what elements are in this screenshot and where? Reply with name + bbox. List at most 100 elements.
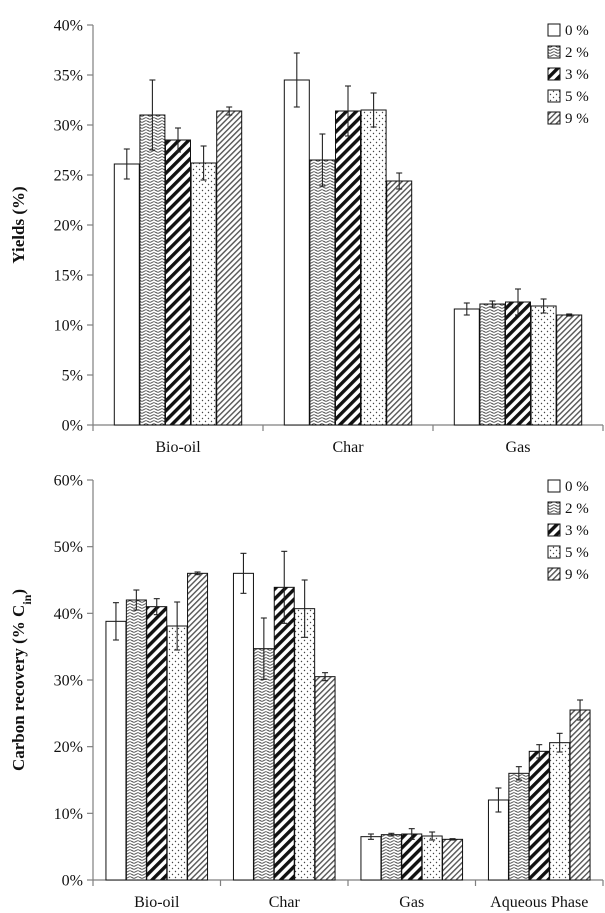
error-bar-bio-oil-0: [112, 602, 119, 641]
legend-swatch-5: [547, 89, 561, 103]
bar-bio-oil-5: [166, 625, 188, 881]
bar-bio-oil-3: [165, 139, 191, 426]
y-tick-label: 30%: [54, 118, 83, 135]
legend-label: 9 %: [565, 567, 589, 583]
x-category-label: Bio-oil: [134, 894, 180, 911]
legend-label: 3 %: [565, 67, 589, 83]
legend-label: 0 %: [565, 479, 589, 495]
error-bar-gas-0: [463, 302, 470, 316]
legend-swatch-9: [547, 111, 561, 125]
y-tick-label: 40%: [54, 606, 83, 623]
error-bar-gas-5: [429, 831, 436, 841]
error-bar-gas-9: [449, 838, 456, 841]
error-bar-bio-oil-9: [226, 106, 233, 116]
y-tick-label: 30%: [54, 673, 83, 690]
legend-label: 9 %: [565, 111, 589, 127]
legend-label: 3 %: [565, 523, 589, 539]
y-tick-label: 50%: [54, 539, 83, 556]
error-bar-bio-oil-3: [153, 598, 160, 616]
carbon-recovery-chart: Carbon recovery (% Cin) 0% 10% 20% 30% 40% 50…: [9, 473, 604, 911]
y-tick-label: 0%: [62, 418, 83, 435]
error-bar-gas-9: [566, 313, 573, 317]
error-bar-char-3: [345, 85, 351, 137]
bar-gas-9: [556, 314, 583, 426]
bar-char-3: [335, 110, 361, 426]
error-bar-aqueous-phase-3: [536, 744, 543, 759]
bar-char-5: [294, 608, 316, 881]
bar-gas-0: [360, 836, 382, 881]
bar-char-0: [232, 572, 254, 881]
legend-label: 0 %: [565, 23, 589, 39]
legend-swatch-3: [547, 67, 561, 81]
legend-swatch-3: [547, 523, 561, 537]
bar-char-9: [314, 676, 336, 881]
y-tick-label: 20%: [54, 218, 83, 235]
bar-char-2: [309, 159, 336, 426]
y-tick-label: 40%: [54, 18, 83, 35]
error-bar-char-2: [319, 133, 326, 187]
y-tick-label: 35%: [54, 68, 83, 85]
y-tick-label: 25%: [54, 168, 83, 185]
error-bar-bio-oil-3: [175, 127, 181, 153]
bar-bio-oil-0: [113, 163, 140, 426]
bar-aqueous-phase-3: [528, 750, 550, 881]
error-bar-char-5: [301, 579, 308, 638]
y-tick-label: 10%: [54, 806, 83, 823]
error-bar-gas-3: [515, 288, 521, 316]
error-bar-char-9: [396, 172, 403, 190]
bar-char-2: [253, 648, 275, 881]
yields-chart: Yields (%) 0% 5% 10% 15% 20% 25% 30% 35% 40% Bio-…: [9, 18, 604, 456]
y-axis-label-end: ): [9, 589, 28, 595]
y-tick-label: 15%: [54, 268, 83, 285]
error-bar-bio-oil-2: [133, 589, 140, 611]
error-bar-aqueous-phase-9: [577, 699, 584, 721]
legend-label: 2 %: [565, 501, 589, 517]
bar-gas-5: [530, 305, 557, 426]
error-bar-aqueous-phase-5: [556, 732, 563, 753]
error-bar-aqueous-phase-2: [515, 766, 522, 781]
x-category-label: Gas: [506, 439, 531, 456]
bar-aqueous-phase-5: [549, 742, 571, 881]
error-bar-char-0: [240, 552, 247, 594]
bar-gas-2: [479, 303, 506, 426]
legend: 0 % 2 % 3 % 5 % 9 %: [547, 479, 589, 583]
bar-aqueous-phase-2: [508, 772, 530, 881]
error-bar-bio-oil-2: [149, 79, 156, 151]
error-bar-gas-0: [367, 833, 374, 840]
x-category-label: Gas: [399, 894, 424, 911]
bar-gas-9: [442, 838, 464, 881]
bar-gas-3: [401, 833, 423, 881]
legend-swatch-2: [547, 45, 561, 59]
error-bar-char-9: [322, 672, 329, 682]
bar-char-0: [283, 79, 310, 426]
bar-gas-2: [380, 834, 402, 881]
error-bar-bio-oil-5: [174, 601, 181, 651]
bar-bio-oil-2: [139, 114, 166, 426]
bar-gas-3: [505, 301, 531, 426]
bar-bio-oil-5: [190, 162, 217, 426]
y-tick-label: 5%: [62, 368, 83, 385]
bar-bio-oil-0: [105, 620, 127, 881]
legend: 0 % 2 % 3 % 5 % 9 %: [547, 23, 589, 127]
error-bar-gas-5: [540, 298, 547, 314]
y-tick-label: 10%: [54, 318, 83, 335]
y-axis-label-main: Carbon recovery (% C: [9, 605, 28, 771]
x-category-label: Aqueous Phase: [490, 894, 588, 911]
y-axis-label-subscript: in: [20, 594, 34, 604]
bar-bio-oil-9: [216, 110, 243, 426]
error-bar-aqueous-phase-0: [495, 787, 502, 813]
legend-label: 5 %: [565, 89, 589, 105]
y-tick-label: 0%: [62, 873, 83, 890]
legend-swatch-5: [547, 545, 561, 559]
error-bar-bio-oil-0: [123, 148, 130, 180]
y-tick-label: 60%: [54, 473, 83, 490]
legend-label: 5 %: [565, 545, 589, 561]
error-bar-char-2: [260, 617, 267, 680]
error-bar-gas-2: [388, 832, 395, 837]
y-axis-label: Yields (%): [9, 186, 28, 263]
error-bar-char-5: [370, 92, 377, 128]
error-bar-gas-2: [489, 300, 496, 308]
legend-swatch-0: [547, 479, 561, 493]
bar-bio-oil-3: [146, 606, 168, 881]
